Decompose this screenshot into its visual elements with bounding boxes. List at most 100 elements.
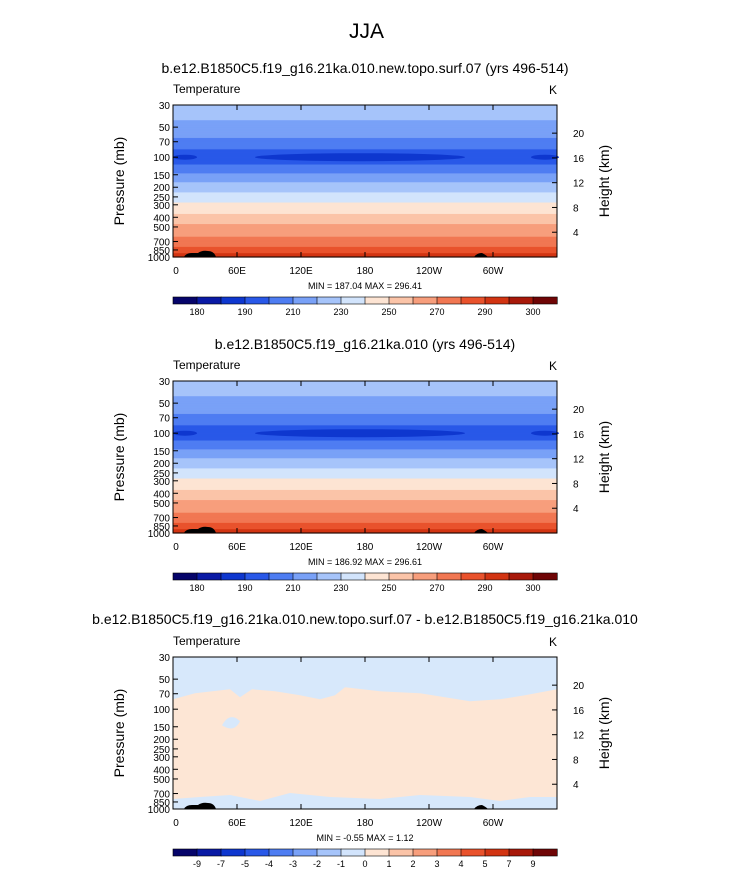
field-band — [173, 235, 557, 238]
field-band — [173, 508, 557, 511]
colorbar-label: -1 — [337, 859, 345, 869]
colorbar-swatch — [388, 296, 414, 305]
field-band — [173, 403, 557, 406]
colorbar-swatch — [172, 572, 198, 581]
field-band — [173, 492, 557, 495]
field-band — [173, 486, 557, 488]
y-tick-label: 30 — [159, 653, 171, 664]
colorbar-swatch — [484, 572, 510, 581]
colorbar-swatch — [316, 572, 342, 581]
y2-tick-label: 4 — [573, 780, 579, 791]
field-band — [173, 398, 557, 401]
field-band — [173, 411, 557, 414]
colorbar-label: 190 — [237, 583, 252, 593]
field-band — [173, 389, 557, 392]
field-band — [173, 224, 557, 226]
x-tick-label: 0 — [173, 266, 179, 277]
field-band — [173, 502, 557, 505]
field-band — [173, 440, 557, 443]
colorbar-label: 5 — [482, 859, 487, 869]
field-band — [173, 427, 557, 430]
y2-tick-label: 8 — [573, 203, 579, 214]
field-band — [173, 173, 557, 176]
colorbar-swatch — [292, 296, 318, 305]
field-band — [173, 241, 557, 244]
field-band — [173, 470, 557, 473]
min-max-stats: MIN = -0.55 MAX = 1.12 — [316, 833, 413, 843]
field-band — [173, 207, 557, 210]
field-band — [173, 132, 557, 135]
colorbar-swatch — [340, 572, 366, 581]
field-band — [173, 426, 557, 429]
field-band — [173, 206, 557, 209]
colorbar-swatch — [172, 296, 198, 305]
y2-tick-label: 4 — [573, 228, 579, 239]
field-band — [173, 248, 557, 250]
topography — [474, 805, 488, 809]
field-band — [173, 387, 557, 390]
colorbar-label: 210 — [285, 583, 300, 593]
field-band — [173, 236, 557, 239]
topography — [184, 802, 216, 809]
field-band — [173, 167, 557, 169]
x-tick-label: 180 — [357, 818, 374, 829]
x-tick-label: 120E — [289, 542, 313, 553]
x-tick-label: 120E — [289, 818, 313, 829]
field-band — [173, 232, 557, 235]
field-band — [173, 396, 557, 399]
field-band — [173, 240, 557, 243]
field-band — [173, 220, 557, 223]
field-band — [173, 484, 557, 487]
y-tick-label: 700 — [153, 514, 170, 525]
colorbar-swatch — [484, 296, 510, 305]
field-band — [173, 122, 557, 125]
colorbar-swatch — [436, 296, 462, 305]
x-tick-label: 120W — [416, 542, 443, 553]
y2-tick-label: 16 — [573, 154, 585, 165]
field-band — [173, 476, 557, 478]
colorbar-swatch — [460, 296, 486, 305]
colorbar-swatch — [196, 572, 222, 581]
field-band — [173, 191, 557, 193]
field-band — [173, 151, 557, 154]
field-band — [173, 182, 557, 185]
field-band — [173, 391, 557, 393]
field-band — [173, 472, 557, 475]
colorbar-label: 2 — [410, 859, 415, 869]
colorbar-label: 210 — [285, 307, 300, 317]
y2-tick-label: 12 — [573, 179, 585, 190]
y-tick-label: 850 — [153, 522, 170, 533]
field-band — [173, 397, 557, 400]
field-band — [173, 113, 557, 116]
field-band — [173, 458, 557, 461]
topography — [184, 250, 216, 257]
field-band — [173, 462, 557, 464]
field-band — [173, 483, 557, 486]
field-band — [173, 410, 557, 412]
field-band — [173, 148, 557, 150]
field-band — [173, 243, 557, 245]
field-band — [173, 118, 557, 121]
colorbar-swatch — [220, 572, 246, 581]
field-band — [173, 506, 557, 509]
field-band — [173, 525, 557, 528]
field-band — [173, 111, 557, 114]
contour-field — [173, 105, 559, 258]
colorbar-label: 270 — [429, 307, 444, 317]
field-band — [173, 450, 557, 453]
cold-core — [255, 153, 465, 162]
x-tick-label: 60W — [483, 542, 504, 553]
colorbar-swatch — [244, 848, 270, 857]
field-band — [173, 497, 557, 500]
field-band — [173, 121, 557, 124]
field-band — [173, 420, 557, 423]
colorbar-label: 180 — [189, 307, 204, 317]
field-band — [173, 215, 557, 218]
y-tick-label: 400 — [153, 765, 170, 776]
colorbar-swatch — [436, 572, 462, 581]
topography — [474, 253, 488, 257]
y-tick-label: 150 — [153, 723, 170, 734]
cold-core — [531, 154, 559, 160]
y2-tick-label: 12 — [573, 731, 585, 742]
